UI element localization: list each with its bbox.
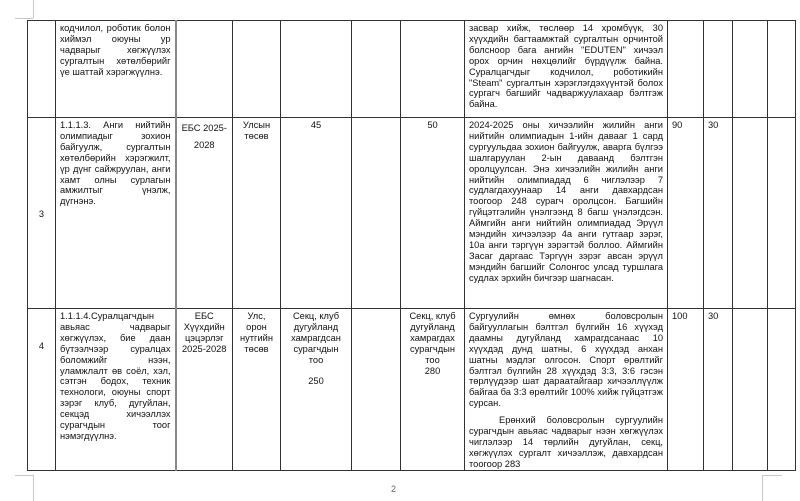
table-row: 4 1.1.1.4.Суралцагчдын авьяас чадварыг х… bbox=[27, 308, 796, 471]
score1-cell: 100 bbox=[667, 308, 704, 471]
page-corner-mark bbox=[33, 0, 34, 18]
description-paragraph: Ерөнхий боловсролын сургуулийн сурагчдын… bbox=[469, 415, 663, 469]
baseline-label: Секц, клуб дугуйланд хамрагдсан сурагчды… bbox=[291, 311, 341, 365]
score2-cell: 30 bbox=[703, 308, 733, 471]
page-number: 2 bbox=[391, 484, 397, 494]
code-cell: ЕБС 2025-2028 bbox=[175, 117, 233, 309]
empty-cell bbox=[351, 20, 401, 118]
empty-cell bbox=[732, 20, 768, 118]
page-corner-mark bbox=[33, 475, 34, 501]
description-cell: 2024-2025 оны хичээлийн жилийн анги нийт… bbox=[464, 117, 668, 309]
page-corner-mark bbox=[15, 18, 33, 19]
task-cell: 1.1.1.4.Суралцагчдын авьяас чадварыг хөг… bbox=[55, 308, 177, 471]
row-number bbox=[27, 20, 56, 118]
plan-table: кодчилол, роботик болон хиймэл оюуны ур … bbox=[27, 20, 796, 471]
score2-cell: 30 bbox=[703, 117, 733, 309]
target-label: Секц, клуб дугуйланд хамрагдах сурагчдын… bbox=[409, 311, 456, 365]
empty-cell bbox=[767, 117, 796, 309]
description-paragraph: 2024-2025 оны хичээлийн жилийн анги нийт… bbox=[469, 120, 663, 283]
target-value: 280 bbox=[424, 365, 441, 376]
code-cell: ЕБС Хүүхдийн цэцэрлэг 2025-2028 bbox=[175, 308, 233, 471]
page-corner-mark bbox=[762, 475, 782, 476]
target-cell bbox=[400, 20, 465, 118]
level-cell bbox=[232, 20, 281, 118]
baseline-cell: Секц, клуб дугуйланд хамрагдсан сурагчды… bbox=[280, 308, 352, 471]
score2-cell bbox=[703, 20, 733, 118]
task-cell: 1.1.1.3. Анги нийтийн олимпиадыг зохион … bbox=[55, 117, 177, 309]
table-row: кодчилол, роботик болон хиймэл оюуны ур … bbox=[27, 20, 796, 118]
description-paragraph: Сургуулийн өмнөх боловсролын байгууллагы… bbox=[469, 311, 663, 409]
baseline-value: 250 bbox=[308, 375, 324, 386]
empty-cell bbox=[767, 308, 796, 471]
empty-cell bbox=[351, 308, 401, 471]
target-cell: Секц, клуб дугуйланд хамрагдах сурагчдын… bbox=[400, 308, 465, 471]
score1-cell: 90 bbox=[667, 117, 704, 309]
description-cell: Сургуулийн өмнөх боловсролын байгууллагы… bbox=[464, 308, 668, 471]
code-cell bbox=[175, 20, 233, 118]
row-number: 3 bbox=[27, 117, 56, 309]
page-corner-mark bbox=[15, 475, 33, 476]
empty-cell bbox=[732, 117, 768, 309]
description-cell: засвар хийж, төслөөр 14 хромбүүк, 30 хүү… bbox=[464, 20, 668, 118]
empty-cell bbox=[351, 117, 401, 309]
level-cell: Улсын төсөв bbox=[232, 117, 281, 309]
task-cell: кодчилол, роботик болон хиймэл оюуны ур … bbox=[55, 20, 177, 118]
score1-cell bbox=[667, 20, 704, 118]
baseline-cell: 45 bbox=[280, 117, 352, 309]
row-number: 4 bbox=[27, 308, 56, 471]
page-corner-mark bbox=[762, 475, 763, 501]
empty-cell bbox=[732, 308, 768, 471]
baseline-cell bbox=[280, 20, 352, 118]
description-paragraph: засвар хийж, төслөөр 14 хромбүүк, 30 хүү… bbox=[469, 23, 663, 110]
target-cell: 50 bbox=[400, 117, 465, 309]
table-row: 3 1.1.1.3. Анги нийтийн олимпиадыг зохио… bbox=[27, 117, 796, 309]
empty-cell bbox=[767, 20, 796, 118]
level-cell: Улс, орон нутгийн төсөв bbox=[232, 308, 281, 471]
